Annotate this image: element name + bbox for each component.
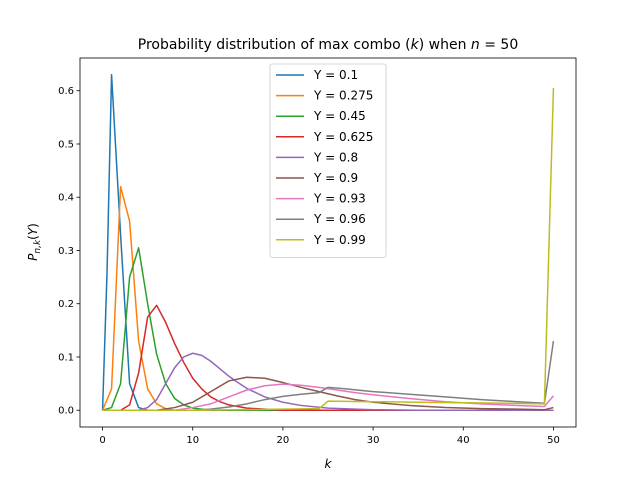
series-line-7: [102, 383, 555, 411]
legend-entry: Y = 0.8: [313, 150, 358, 164]
plot-frame: [79, 57, 577, 428]
x-tick-label: 0: [99, 435, 105, 446]
x-tick-label: 10: [186, 435, 199, 446]
y-tick-label: 0.2: [58, 299, 74, 310]
x-tick-label: 30: [367, 435, 380, 446]
y-tick-label: 0.0: [58, 406, 74, 417]
y-tick-label: 0.3: [58, 246, 74, 257]
legend-entry: Y = 0.625: [313, 130, 373, 144]
x-tick-label: 20: [277, 435, 290, 446]
x-tick-label: 50: [547, 435, 560, 446]
legend: Y = 0.1 Y = 0.275 Y = 0.45 Y = 0.625 Y = 0.8…: [269, 63, 387, 258]
x-axis-label: k: [325, 457, 333, 471]
legend-entry: Y = 0.1: [313, 68, 358, 82]
legend-entry: Y = 0.96: [313, 212, 366, 226]
y-ticks: 0.0 0.1 0.2 0.3 0.4 0.5 0.6: [58, 86, 80, 417]
legend-entry: Y = 0.99: [313, 233, 366, 247]
legend-frame: [269, 63, 387, 258]
chart-title: Probability distribution of max combo (k…: [138, 37, 518, 53]
series-line-3: [102, 247, 554, 411]
y-tick-label: 0.5: [58, 139, 74, 150]
legend-entry: Y = 0.9: [313, 171, 358, 185]
y-tick-label: 0.6: [58, 86, 74, 97]
series-line-9: [102, 88, 555, 411]
x-ticks: 0 10 20 30 40 50: [99, 427, 560, 446]
series-line-4: [102, 304, 554, 411]
series-line-5: [102, 352, 554, 411]
legend-entry: Y = 0.93: [313, 192, 366, 206]
y-tick-label: 0.4: [58, 193, 74, 204]
series-line-6: [102, 376, 554, 411]
plot-lines: [101, 74, 555, 411]
legend-entry: Y = 0.275: [313, 89, 373, 103]
series-line-8: [102, 340, 555, 411]
x-tick-label: 40: [457, 435, 470, 446]
legend-entry: Y = 0.45: [313, 109, 366, 123]
y-axis-label: Pn,k(Y): [26, 223, 43, 261]
y-tick-label: 0.1: [58, 352, 74, 363]
